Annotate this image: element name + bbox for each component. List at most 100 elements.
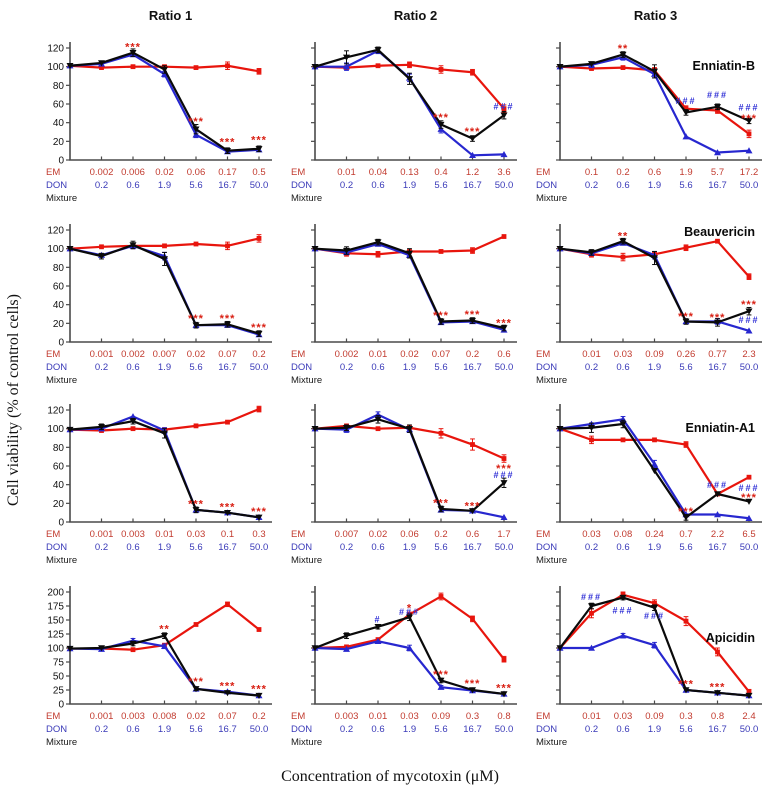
x-value-label: 0.5 [252,167,265,178]
y-axis-title: Cell viability (% of control cells) [5,294,22,506]
mixture-marker [651,467,658,475]
mixture-marker [619,421,627,428]
y-tick-label: 120 [47,44,64,55]
em-marker [375,426,381,432]
x-row-header: EM [46,167,60,178]
x-value-label: 0.2 [340,724,353,735]
mixture-marker [682,687,690,694]
x-value-label: 16.7 [708,542,727,553]
don-marker [745,327,753,334]
x-value-label: 0.6 [371,724,384,735]
x-value-label: 5.6 [189,724,202,735]
x-value-label: 5.6 [189,180,202,191]
mixture-marker [311,425,319,433]
x-row-header: DON [291,362,312,373]
column-title-ratio-1: Ratio 1 [148,8,193,23]
star-significance-marker: *** [741,113,757,125]
mixture-marker [161,430,168,437]
y-tick-label: 0 [58,338,64,349]
em-marker [225,419,230,425]
mixture-marker [500,325,508,332]
hash-significance-marker: ### [675,96,696,106]
hash-significance-marker: ### [738,102,759,112]
star-significance-marker: *** [465,309,481,321]
mixture-marker [224,321,231,328]
em-marker [652,600,657,606]
x-value-label: 0.8 [497,711,510,722]
mixture-marker [556,245,564,253]
mixture-marker [98,253,105,260]
em-marker [470,616,475,622]
mixture-marker [343,632,350,640]
x-value-label: 2.3 [742,349,755,360]
x-value-label: 0.02 [155,167,174,178]
x-value-label: 0.09 [645,349,664,360]
x-value-label: 0.02 [400,349,419,360]
x-value-label: 16.7 [218,180,237,191]
x-value-label: 0.01 [582,349,601,360]
x-value-label: 0.02 [187,349,206,360]
x-value-label: 0.01 [369,349,388,360]
y-tick-label: 120 [47,226,64,237]
x-row-header: DON [536,724,557,735]
star-significance-marker: *** [710,312,726,324]
star-significance-marker: *** [251,135,267,147]
mixture-marker [745,692,753,699]
column-title-ratio-2: Ratio 2 [393,8,438,23]
mixture-marker [343,425,350,432]
x-value-label: 0.07 [432,349,451,360]
x-row-header: DON [536,542,557,553]
x-value-label: 16.7 [708,180,727,191]
x-value-label: 1.9 [158,724,171,735]
x-row-header: Mixture [291,737,322,748]
x-value-label: 50.0 [495,542,514,553]
chart-enniatin-b-ratio-2: *** *** ### EM 0.01 0.04 0.13 0.4 1.2 3.6 DON 0.2 0.… [291,42,517,204]
mixture-marker [500,691,508,698]
em-marker [162,243,167,249]
star-significance-marker: *** [188,116,204,128]
x-value-label: 0.08 [614,529,633,540]
x-value-label: 0.002 [90,167,114,178]
em-marker [256,236,262,241]
x-row-header: Mixture [291,555,322,566]
x-value-label: 0.26 [677,349,696,360]
x-row-header: Mixture [291,193,322,204]
em-marker [620,65,626,70]
don-marker [682,133,690,140]
x-value-label: 0.3 [679,711,692,722]
star-significance-marker: *** [188,676,204,688]
x-value-label: 0.6 [616,362,629,373]
x-row-header: DON [536,362,557,373]
mixture-marker [255,330,263,337]
mixture-marker [745,118,753,125]
don-marker [161,642,168,650]
x-value-label: 0.2 [252,349,265,360]
mixture-marker [129,640,137,647]
x-value-label: 0.2 [585,724,598,735]
chart-beauvericin-ratio-1: 0 20 40 60 80 100 120 *** *** *** EM 0.001 0.002 0.00… [46,224,272,386]
don-marker [500,151,508,158]
em-marker [99,65,104,70]
x-value-label: 0.008 [153,711,177,722]
x-value-label: 0.01 [582,711,601,722]
x-value-label: 0.09 [432,711,451,722]
x-value-label: 17.2 [740,167,759,178]
em-marker [407,62,412,68]
x-value-label: 16.7 [463,180,482,191]
mixture-marker [619,594,627,601]
don-marker [714,511,721,518]
mixture-marker [192,686,200,693]
y-tick-label: 75 [53,658,65,669]
mixture-marker [311,645,319,652]
x-value-label: 0.007 [335,529,359,540]
mixture-marker [682,109,690,116]
hash-significance-marker: ### [644,611,665,621]
star-significance-marker: *** [496,318,512,330]
star-significance-marker: *** [678,506,694,518]
em-marker [620,437,626,443]
mixture-marker [66,645,74,652]
x-value-label: 16.7 [218,362,237,373]
mixture-marker [651,68,658,75]
